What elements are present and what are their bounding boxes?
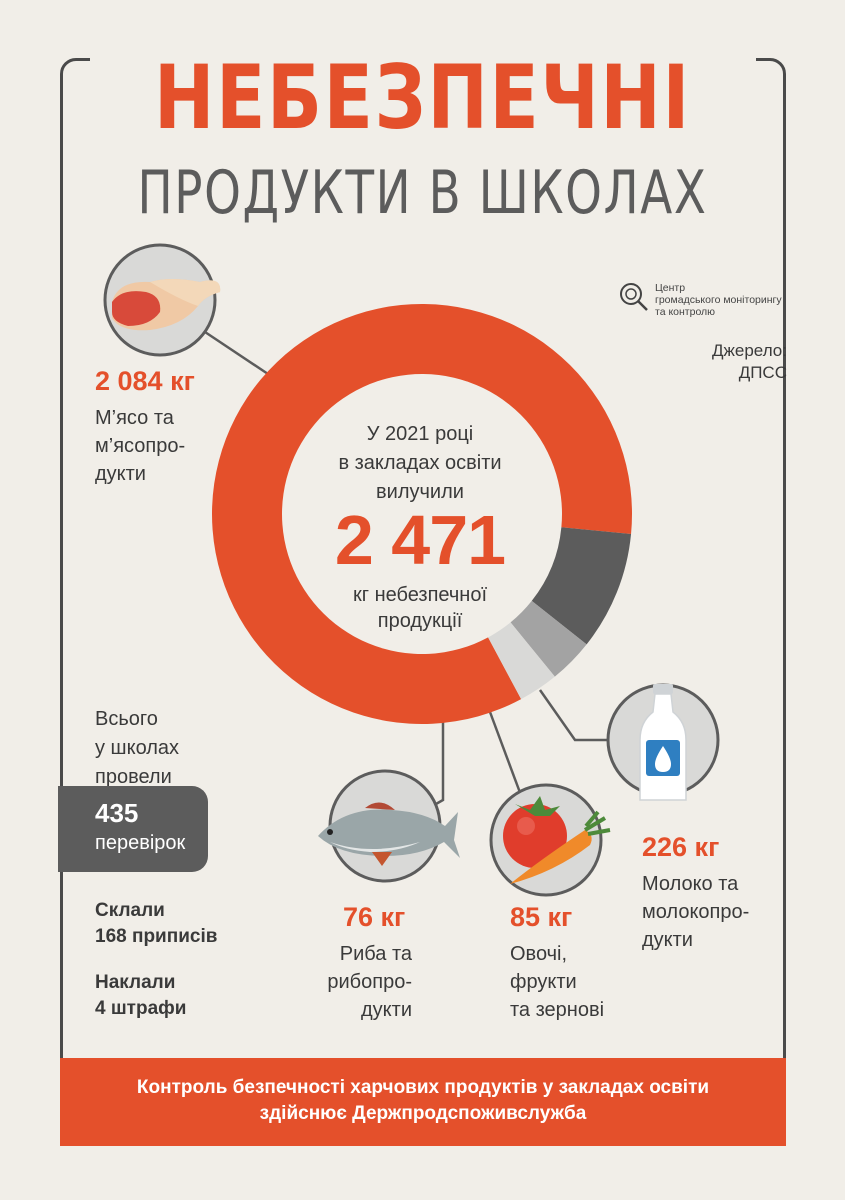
vegetables-label-line: фрукти xyxy=(510,971,577,993)
checks-badge xyxy=(58,786,208,872)
milk-label-line: Молоко та xyxy=(642,873,739,895)
page-subtitle: ПРОДУКТИ В ШКОЛАХ xyxy=(137,158,708,228)
veg-connector xyxy=(488,711,524,799)
vegetable-icon xyxy=(489,783,611,897)
center-line: У 2021 році xyxy=(366,423,474,445)
fish-label-line: дукти xyxy=(361,999,412,1021)
vegetables-value: 85 кг xyxy=(510,902,573,932)
meat-connector xyxy=(204,330,269,376)
logo-line: Центр xyxy=(655,282,686,294)
vegetables-label-line: та зернові xyxy=(510,999,605,1021)
meat-icon xyxy=(103,243,221,357)
meat-label: М’ясо та м’ясопро- дукти xyxy=(95,404,185,488)
footer-line: Контроль безпечності харчових продуктів … xyxy=(136,1077,710,1098)
milk-label: Молоко та молокопро- дукти xyxy=(642,870,749,954)
fish-label-line: Риба та xyxy=(339,943,412,965)
checks-intro-line: провели xyxy=(95,766,172,788)
stat-line: Склали xyxy=(95,900,165,921)
organization-logo: Центр громадського моніторингу та контро… xyxy=(617,280,797,320)
center-line: кг небезпечної xyxy=(352,584,488,606)
meat-label-line: дукти xyxy=(95,463,146,485)
center-caption-bottom: кг небезпечної продукції xyxy=(305,582,535,634)
vegetables-label-line: Овочі, xyxy=(510,943,568,965)
logo-text: Центр громадського моніторингу та контро… xyxy=(655,282,805,318)
center-line: в закладах освіти xyxy=(338,452,502,474)
title-backdrop xyxy=(90,50,756,70)
magnifier-logo-icon xyxy=(620,283,648,311)
checks-intro-line: у школах xyxy=(95,737,180,759)
stat-line: 4 штрафи xyxy=(95,998,187,1019)
orders-stat: Склали 168 приписів xyxy=(95,898,217,950)
total-value: 2 471 xyxy=(334,501,506,579)
stat-line: Наклали xyxy=(95,972,176,993)
meat-label-line: м’ясопро- xyxy=(95,435,186,457)
source-label: Джерело: xyxy=(712,341,787,360)
fish-icon xyxy=(318,769,460,883)
meat-label-line: М’ясо та xyxy=(95,407,174,429)
vegetables-label: Овочі, фрукти та зернові xyxy=(510,940,604,1024)
milk-label-line: дукти xyxy=(642,929,693,951)
donut-chart xyxy=(212,304,632,725)
fish-value: 76 кг xyxy=(343,902,406,932)
source-note: Джерело: ДПСС xyxy=(712,340,787,384)
donut-slice-3 xyxy=(488,622,555,700)
source-value: ДПСС xyxy=(738,363,787,382)
footer-banner: Контроль безпечності харчових продуктів … xyxy=(60,1058,786,1146)
donut-slice-0 xyxy=(212,304,632,725)
donut-slice-2 xyxy=(510,600,587,677)
page-title: НЕБЕЗПЕЧНІ xyxy=(154,46,691,149)
center-caption-top: У 2021 році в закладах освіти вилучили xyxy=(305,420,535,507)
fines-stat: Наклали 4 штрафи xyxy=(95,970,186,1022)
center-line: вилучили xyxy=(376,481,464,503)
milk-label-line: молокопро- xyxy=(642,901,750,923)
stat-line: 168 приписів xyxy=(95,926,218,947)
logo-line: та контролю xyxy=(655,306,716,318)
milk-value: 226 кг xyxy=(642,832,720,862)
footer-line: здійснює Держпродспоживслужба xyxy=(259,1103,587,1124)
center-line: продукції xyxy=(377,610,463,632)
meat-value: 2 084 кг xyxy=(95,366,195,396)
checks-intro-line: Всього xyxy=(95,708,158,730)
logo-line: громадського моніторингу xyxy=(655,294,782,306)
fish-label-line: рибопро- xyxy=(327,971,412,993)
checks-intro: Всього у школах провели xyxy=(95,705,179,792)
milk-connector xyxy=(538,689,618,742)
donut-slice-1 xyxy=(531,527,632,645)
checks-number: 435 xyxy=(95,798,139,828)
fish-label: Риба та рибопро- дукти xyxy=(318,940,412,1024)
checks-word: перевірок xyxy=(95,832,186,854)
milk-bottle-icon xyxy=(606,683,720,801)
